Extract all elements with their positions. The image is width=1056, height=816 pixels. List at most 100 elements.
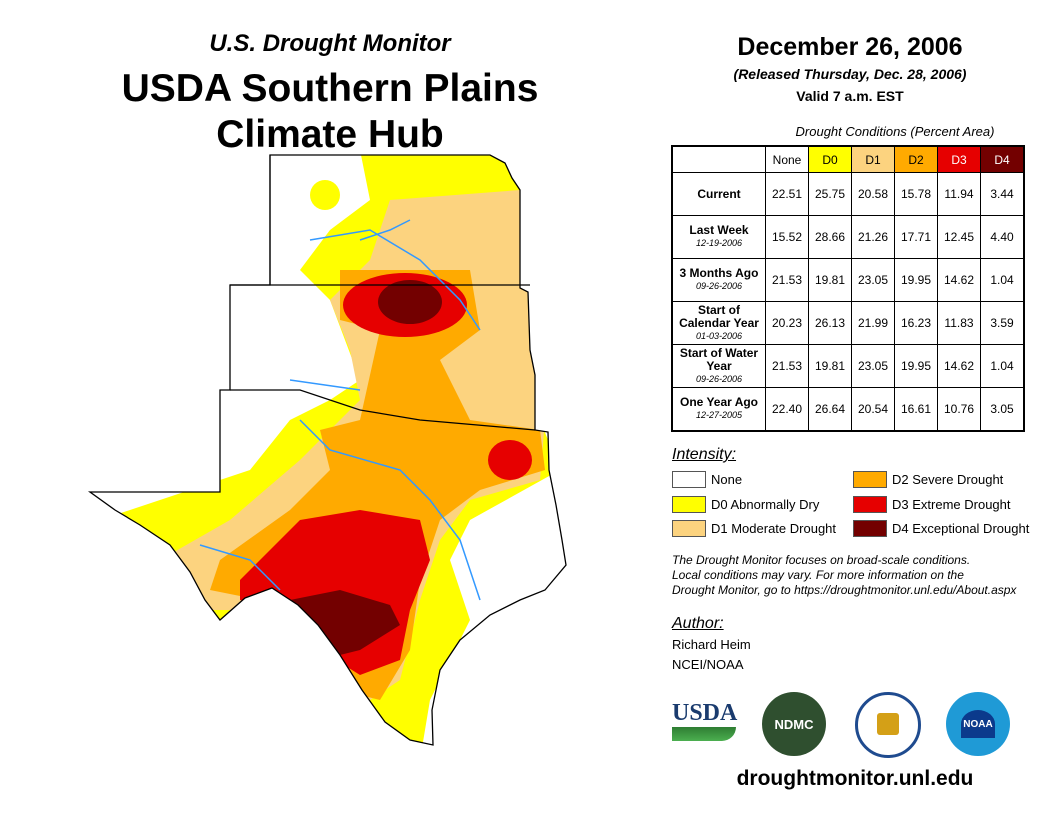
value-cell: 26.13 bbox=[808, 301, 852, 345]
value-cell: 16.23 bbox=[894, 301, 938, 345]
value-cell: 17.71 bbox=[894, 215, 938, 259]
rivers bbox=[199, 219, 481, 601]
table-row: Last Week 12-19-2006 15.52 28.66 21.26 17.71 1… bbox=[671, 215, 1025, 259]
col-d0: D0 bbox=[808, 145, 852, 173]
value-cell: 22.40 bbox=[765, 387, 809, 432]
noaa-logo-text: NOAA bbox=[961, 710, 995, 738]
drought-conditions-table: None D0 D1 D2 D3 D4 Current 22.51 25.75 20.… bbox=[671, 145, 1025, 432]
value-cell: 21.26 bbox=[851, 215, 895, 259]
legend-swatch bbox=[672, 496, 706, 513]
row-label: Last Week 12-19-2006 bbox=[671, 215, 766, 259]
value-cell: 12.45 bbox=[937, 215, 981, 259]
ndmc-logo: NDMC bbox=[762, 692, 826, 756]
row-date: 09-26-2006 bbox=[695, 373, 743, 384]
row-label-text: 3 Months Ago bbox=[679, 266, 759, 280]
legend-item-d1: D1 Moderate Drought bbox=[672, 520, 836, 537]
value-cell: 23.05 bbox=[851, 258, 895, 302]
legend-item-d4: D4 Exceptional Drought bbox=[853, 520, 1029, 537]
value-cell: 14.62 bbox=[937, 344, 981, 388]
row-label: 3 Months Ago 09-26-2006 bbox=[671, 258, 766, 302]
d4-area bbox=[378, 280, 442, 324]
value-cell: 26.64 bbox=[808, 387, 852, 432]
author-title: Author: bbox=[672, 615, 724, 632]
col-none: None bbox=[765, 145, 809, 173]
value-cell: 3.44 bbox=[980, 172, 1025, 216]
col-d1: D1 bbox=[851, 145, 895, 173]
subtitle: U.S. Drought Monitor bbox=[209, 30, 451, 57]
legend-item-d0: D0 Abnormally Dry bbox=[672, 496, 819, 513]
value-cell: 20.23 bbox=[765, 301, 809, 345]
value-cell: 23.05 bbox=[851, 344, 895, 388]
footer-url[interactable]: droughtmonitor.unl.edu bbox=[736, 767, 974, 790]
col-d4: D4 bbox=[980, 145, 1025, 173]
d0-area bbox=[310, 180, 340, 210]
row-label: One Year Ago 12-27-2005 bbox=[671, 387, 766, 432]
drought-map bbox=[89, 154, 567, 746]
value-cell: 4.40 bbox=[980, 215, 1025, 259]
seal-emblem bbox=[877, 713, 899, 735]
legend-item-d3: D3 Extreme Drought bbox=[853, 496, 1011, 513]
row-label: Start of Water Year 09-26-2006 bbox=[671, 344, 766, 388]
value-cell: 21.53 bbox=[765, 344, 809, 388]
value-cell: 11.83 bbox=[937, 301, 981, 345]
value-cell: 3.05 bbox=[980, 387, 1025, 432]
value-cell: 25.75 bbox=[808, 172, 852, 216]
legend-swatch bbox=[853, 471, 887, 488]
blank-cell bbox=[672, 146, 766, 173]
row-date: 12-19-2006 bbox=[695, 238, 743, 248]
table-row: Current 22.51 25.75 20.58 15.78 11.94 3.44 bbox=[671, 172, 1025, 216]
value-cell: 16.61 bbox=[894, 387, 938, 432]
col-d2: D2 bbox=[894, 145, 938, 173]
row-date: 09-26-2006 bbox=[695, 281, 743, 291]
row-label: Current bbox=[671, 172, 766, 216]
value-cell: 10.76 bbox=[937, 387, 981, 432]
legend-title: Intensity: bbox=[672, 446, 737, 463]
map-title: USDA Southern Plains Climate Hub bbox=[60, 66, 600, 158]
value-cell: 20.54 bbox=[851, 387, 895, 432]
noaa-logo: NOAA bbox=[946, 692, 1010, 756]
value-cell: 11.94 bbox=[937, 172, 981, 216]
col-d3: D3 bbox=[937, 145, 981, 173]
row-label-text: One Year Ago bbox=[679, 395, 759, 409]
row-date: 01-03-2006 bbox=[695, 330, 743, 341]
legend-label: D4 Exceptional Drought bbox=[892, 521, 1030, 536]
table-row: One Year Ago 12-27-2005 22.40 26.64 20.54 16.… bbox=[671, 387, 1025, 432]
row-date: 12-27-2005 bbox=[695, 410, 743, 420]
value-cell: 19.95 bbox=[894, 258, 938, 302]
author-org: NCEI/NOAA bbox=[672, 657, 744, 672]
legend-swatch bbox=[672, 471, 706, 488]
value-cell: 19.81 bbox=[808, 344, 852, 388]
row-label-text: Start of Calendar Year bbox=[679, 302, 759, 330]
title-line-1: USDA Southern Plains bbox=[121, 67, 539, 110]
row-label-text: Start of Water Year bbox=[679, 345, 759, 373]
value-cell: 15.52 bbox=[765, 215, 809, 259]
note-line: Drought Monitor, go to https://droughtmo… bbox=[672, 583, 1017, 597]
usda-logo-field bbox=[672, 727, 736, 741]
map-date: December 26, 2006 bbox=[737, 33, 963, 61]
note-line: The Drought Monitor focuses on broad-sca… bbox=[672, 553, 971, 567]
value-cell: 28.66 bbox=[808, 215, 852, 259]
note-line: Local conditions may vary. For more info… bbox=[672, 568, 964, 582]
valid-time: Valid 7 a.m. EST bbox=[796, 88, 904, 104]
legend-swatch bbox=[853, 496, 887, 513]
usda-logo: USDA bbox=[672, 700, 738, 746]
release-date: (Released Thursday, Dec. 28, 2006) bbox=[733, 66, 967, 82]
value-cell: 1.04 bbox=[980, 258, 1025, 302]
legend-swatch bbox=[672, 520, 706, 537]
row-label-text: Current bbox=[697, 186, 741, 201]
value-cell: 20.58 bbox=[851, 172, 895, 216]
value-cell: 15.78 bbox=[894, 172, 938, 216]
title-line-2: Climate Hub bbox=[216, 113, 444, 156]
row-label: Start of Calendar Year 01-03-2006 bbox=[671, 301, 766, 345]
row-label-text: Last Week bbox=[689, 223, 749, 237]
value-cell: 21.53 bbox=[765, 258, 809, 302]
disclaimer-note: The Drought Monitor focuses on broad-sca… bbox=[672, 553, 1052, 598]
table-caption: Drought Conditions (Percent Area) bbox=[795, 124, 995, 139]
legend-label: D0 Abnormally Dry bbox=[711, 497, 820, 512]
value-cell: 3.59 bbox=[980, 301, 1025, 345]
legend-label: D3 Extreme Drought bbox=[892, 497, 1011, 512]
usda-logo-text: USDA bbox=[672, 700, 738, 726]
value-cell: 14.62 bbox=[937, 258, 981, 302]
author-name: Richard Heim bbox=[672, 637, 751, 652]
